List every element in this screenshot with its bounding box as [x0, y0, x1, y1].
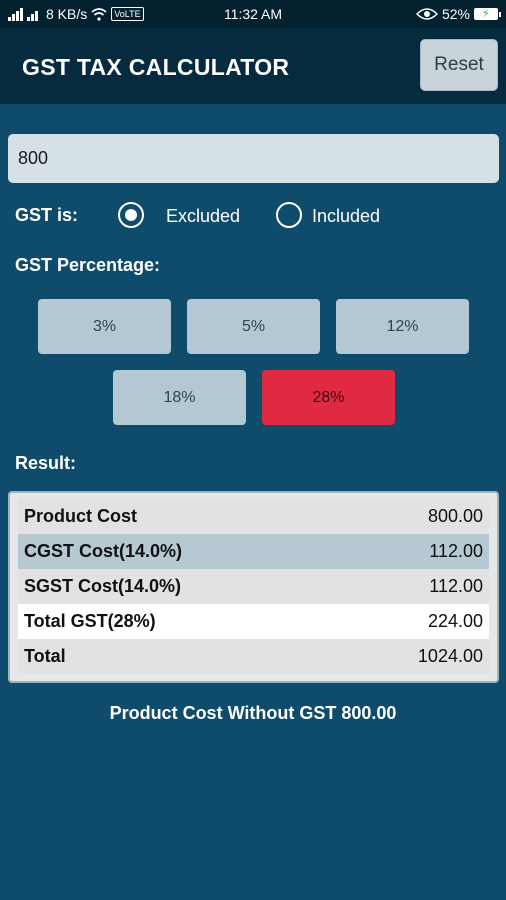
- rate-12-button[interactable]: 12%: [336, 299, 469, 354]
- status-right: 52% ⚡: [415, 6, 501, 22]
- status-time: 11:32 AM: [223, 6, 283, 22]
- battery-icon: ⚡: [474, 8, 501, 20]
- rate-18-button[interactable]: 18%: [113, 370, 246, 425]
- rate-3-button[interactable]: 3%: [38, 299, 171, 354]
- gst-percentage-label: GST Percentage:: [15, 255, 161, 275]
- app-title: GST TAX CALCULATOR: [22, 54, 290, 80]
- included-radio-label[interactable]: Included: [312, 206, 381, 226]
- row-value: 1024.00: [417, 646, 483, 666]
- row-label: SGST Cost(14.0%): [24, 576, 182, 596]
- row-label: CGST Cost(14.0%): [24, 541, 183, 561]
- excluded-radio-label[interactable]: Excluded: [166, 206, 241, 226]
- table-row: Total 1024.00: [18, 639, 489, 674]
- result-label: Result:: [15, 453, 77, 473]
- included-radio[interactable]: [276, 202, 302, 228]
- volte-badge: VoLTE: [111, 7, 144, 21]
- eye-icon: [415, 8, 438, 20]
- rate-28-button[interactable]: 28%: [262, 370, 395, 425]
- row-label: Total: [24, 646, 66, 666]
- table-row: CGST Cost(14.0%) 112.00: [18, 534, 489, 569]
- wifi-icon: [91, 7, 107, 21]
- row-value: 800.00: [427, 506, 483, 526]
- row-label: Product Cost: [24, 506, 138, 526]
- row-label: Total GST(28%): [24, 611, 156, 631]
- app-header: GST TAX CALCULATOR Reset: [0, 28, 506, 104]
- table-row: SGST Cost(14.0%) 112.00: [18, 569, 489, 604]
- status-bar: 8 KB/s VoLTE 11:32 AM 52% ⚡: [0, 0, 506, 28]
- gst-is-label: GST is:: [15, 205, 79, 225]
- row-value: 112.00: [429, 541, 483, 561]
- excluded-radio[interactable]: [118, 202, 144, 228]
- result-table: Product Cost 800.00 CGST Cost(14.0%) 112…: [8, 491, 499, 683]
- rate-5-button[interactable]: 5%: [187, 299, 320, 354]
- battery-percent: 52%: [441, 6, 470, 22]
- table-row: Product Cost 800.00: [18, 499, 489, 534]
- row-value: 112.00: [429, 576, 483, 596]
- network-speed: 8 KB/s: [46, 6, 88, 22]
- table-row: Total GST(28%) 224.00: [18, 604, 489, 639]
- reset-button[interactable]: Reset: [420, 39, 498, 91]
- amount-input[interactable]: [8, 134, 499, 183]
- row-value: 224.00: [427, 611, 483, 631]
- status-left: 8 KB/s VoLTE: [8, 6, 144, 22]
- summary-text: Product Cost Without GST 800.00: [109, 703, 397, 723]
- signal-icon: [8, 8, 38, 21]
